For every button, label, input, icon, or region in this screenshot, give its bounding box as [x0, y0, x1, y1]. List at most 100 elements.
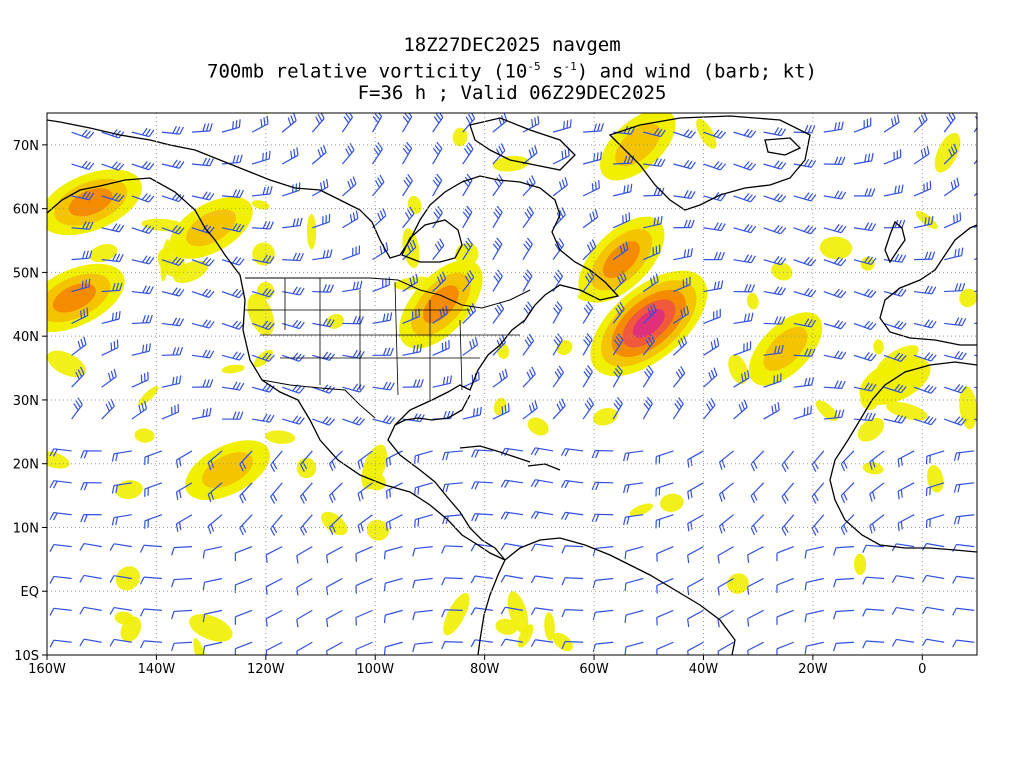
vorticity-speck [252, 242, 275, 266]
wind-barb [925, 514, 945, 529]
wind-barb [191, 157, 214, 167]
wind-barb [862, 640, 885, 649]
coast-hispaniola [527, 463, 561, 471]
vorticity-speck [915, 210, 938, 230]
wind-barb [582, 365, 593, 388]
axis-ticks: 160W 140W 120W 100W 80W 60W 40W 20W 0 70N 60N 50N 40… [13, 139, 927, 677]
wind-barb [673, 159, 696, 170]
vorticity-speck [873, 339, 884, 355]
vorticity-speck [959, 386, 977, 430]
wind-barb [823, 256, 847, 267]
wind-barb [492, 269, 503, 292]
wind-barb [613, 155, 635, 165]
wind-barb [823, 409, 845, 420]
wind-barb [530, 543, 554, 552]
wind-barb [897, 450, 915, 468]
wind-barb [385, 482, 403, 499]
wind-barb [914, 251, 936, 261]
wind-barb [763, 256, 787, 266]
vorticity-speck [771, 262, 793, 281]
wind-barb [643, 127, 666, 138]
wind-barb [470, 575, 493, 584]
wind-barb [974, 418, 977, 421]
wind-barb [299, 450, 313, 472]
wind-barb [656, 546, 674, 562]
wind-barb [372, 381, 395, 391]
coast-greenland [608, 115, 811, 211]
wind-barb [140, 544, 162, 553]
wind-barb [853, 188, 876, 197]
wind-barb [296, 641, 313, 655]
wind-barb [612, 302, 625, 324]
vorticity-speck [495, 618, 518, 635]
wind-barb [687, 450, 704, 468]
coast-hudson [401, 219, 463, 263]
lat-tick-label: 50N [13, 266, 39, 281]
wind-barb [357, 514, 373, 534]
wind-barb [357, 450, 373, 470]
lon-tick-label: 160W [28, 662, 66, 677]
wind-barb [222, 189, 244, 198]
wind-barb [883, 253, 907, 263]
wind-barb [71, 278, 91, 293]
wind-barb [202, 546, 223, 559]
wind-barb [234, 609, 253, 625]
wind-barb [793, 348, 816, 357]
wind-barb [500, 606, 524, 615]
wind-barb [191, 407, 212, 420]
wind-barb [862, 576, 885, 585]
wind-barb [853, 320, 877, 331]
wind-barb [281, 147, 299, 165]
lat-tick-label: 10N [13, 521, 39, 536]
wind-barb [372, 415, 396, 425]
wind-barb [71, 160, 95, 171]
wind-barb [612, 396, 623, 420]
wind-barb [973, 113, 977, 133]
wind-barb [883, 352, 907, 363]
wind-barb [221, 351, 245, 361]
wind-barb [109, 575, 132, 583]
wind-barb [673, 276, 691, 293]
wind-barb [552, 398, 566, 420]
wind-barb [383, 641, 403, 655]
wind-barbs [49, 113, 977, 655]
wind-barb [914, 285, 937, 295]
wind-barb [299, 514, 313, 536]
wind-barb [161, 225, 185, 235]
wind-barb [823, 320, 847, 330]
title-field-exp2: -1 [563, 60, 577, 73]
plot-frame [46, 112, 978, 656]
wind-barb [71, 307, 89, 324]
wind-barb [175, 514, 193, 532]
wind-barb [840, 514, 855, 536]
wind-barb [282, 182, 301, 197]
wind-barb [763, 286, 787, 296]
wind-barb [833, 546, 854, 556]
wind-barb [869, 482, 885, 502]
wind-barb [592, 546, 614, 557]
wind-barb [131, 371, 149, 388]
wind-barb [492, 301, 505, 324]
wind-barb [341, 113, 354, 133]
wind-barb [252, 254, 275, 264]
wind-barb [342, 315, 364, 325]
wind-barb [687, 514, 704, 532]
wind-barb [357, 482, 373, 502]
wind-barb [111, 450, 132, 462]
wind-barb [643, 187, 665, 197]
wind-barb [656, 577, 674, 594]
lat-tick-label: 60N [13, 203, 39, 218]
wind-barb [412, 577, 433, 589]
vorticity-speck [89, 243, 118, 263]
wind-barb [101, 192, 125, 203]
wind-barb [140, 608, 162, 617]
wind-barb [101, 339, 119, 356]
wind-barb [131, 255, 155, 265]
wind-barb [492, 368, 508, 388]
wind-barb [833, 641, 854, 652]
wind-barb [747, 609, 764, 627]
wind-barb [925, 482, 945, 497]
wind-barb [101, 161, 125, 171]
wind-barb [656, 609, 674, 626]
us-canada-border [245, 277, 531, 309]
